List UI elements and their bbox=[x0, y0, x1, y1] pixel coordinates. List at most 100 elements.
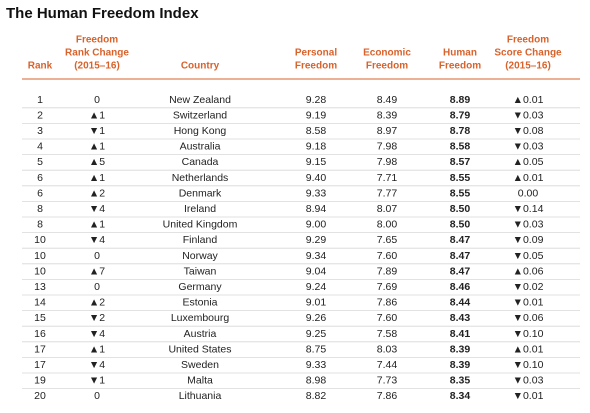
table-cell: ▼0.06 bbox=[513, 312, 544, 324]
table-cell: ▼0.09 bbox=[513, 234, 544, 246]
title: The Human Freedom Index bbox=[6, 5, 199, 22]
table-cell: 0.00 bbox=[518, 187, 539, 199]
table-cell: ▲2 bbox=[89, 187, 105, 199]
table-cell: ▲1 bbox=[89, 343, 105, 355]
table-cell: Luxembourg bbox=[171, 312, 230, 324]
table-cell: ▼0.02 bbox=[513, 281, 544, 293]
table-cell: 9.15 bbox=[306, 156, 327, 168]
table-cell: 6 bbox=[37, 172, 43, 184]
table-cell: 8 bbox=[37, 203, 43, 215]
table-cell: ▼0.03 bbox=[513, 141, 544, 153]
table-cell: 8.43 bbox=[450, 312, 471, 324]
table-cell: 7.73 bbox=[377, 375, 398, 387]
table-cell: ▲1 bbox=[89, 172, 105, 184]
table-cell: 8.34 bbox=[450, 390, 471, 402]
table-cell: 8.07 bbox=[377, 203, 398, 215]
table-cell: ▼0.14 bbox=[513, 203, 544, 215]
table-cell: 10 bbox=[34, 234, 46, 246]
table-cell: ▲7 bbox=[89, 265, 105, 277]
table-cell: 8.41 bbox=[450, 328, 471, 340]
column-header: Rank Change bbox=[65, 48, 129, 59]
table-cell: Netherlands bbox=[172, 172, 229, 184]
table-cell: ▲1 bbox=[89, 219, 105, 231]
table-cell: 9.34 bbox=[306, 250, 327, 262]
table-cell: 7.60 bbox=[377, 250, 398, 262]
table-cell: 0 bbox=[94, 390, 100, 402]
table-cell: ▲1 bbox=[89, 109, 105, 121]
table-cell: 1 bbox=[37, 94, 43, 106]
table-cell: 8.58 bbox=[450, 141, 471, 153]
table-cell: Sweden bbox=[181, 359, 219, 371]
table-cell: 9.33 bbox=[306, 359, 327, 371]
table-cell: 7.77 bbox=[377, 187, 398, 199]
table-cell: 4 bbox=[37, 141, 43, 153]
table-cell: 6 bbox=[37, 187, 43, 199]
table-cell: 8.39 bbox=[377, 109, 398, 121]
column-header: Freedom bbox=[507, 35, 549, 46]
table-cell: ▲0.05 bbox=[513, 156, 544, 168]
table-cell: 8.82 bbox=[306, 390, 327, 402]
table-cell: 7.58 bbox=[377, 328, 398, 340]
table-cell: 7.89 bbox=[377, 265, 398, 277]
table-cell: Taiwan bbox=[184, 265, 217, 277]
table-cell: Finland bbox=[183, 234, 218, 246]
table-cell: 9.28 bbox=[306, 94, 327, 106]
table-cell: 7.86 bbox=[377, 390, 398, 402]
table-cell: 7.98 bbox=[377, 156, 398, 168]
table-cell: ▼0.10 bbox=[513, 359, 544, 371]
table-cell: 7.86 bbox=[377, 297, 398, 309]
table-cell: 7.69 bbox=[377, 281, 398, 293]
table-cell: Malta bbox=[187, 375, 213, 387]
table-cell: 8.35 bbox=[450, 375, 471, 387]
table-cell: Hong Kong bbox=[174, 125, 227, 137]
table-cell: ▼4 bbox=[89, 328, 105, 340]
column-header: Freedom bbox=[366, 61, 408, 72]
table-cell: 8.39 bbox=[450, 359, 471, 371]
table-cell: 8.50 bbox=[450, 203, 471, 215]
table-cell: 8.47 bbox=[450, 250, 471, 262]
table-cell: ▼4 bbox=[89, 234, 105, 246]
table-cell: ▲1 bbox=[89, 141, 105, 153]
table-cell: 9.19 bbox=[306, 109, 327, 121]
table-cell: 8.79 bbox=[450, 109, 471, 121]
table-cell: Denmark bbox=[179, 187, 222, 199]
table-cell: 9.29 bbox=[306, 234, 327, 246]
table-cell: 9.40 bbox=[306, 172, 327, 184]
column-header: Freedom bbox=[76, 35, 118, 46]
table-cell: ▼0.03 bbox=[513, 109, 544, 121]
table-cell: 13 bbox=[34, 281, 46, 293]
table-cell: ▼1 bbox=[89, 375, 105, 387]
table-cell: 8.98 bbox=[306, 375, 327, 387]
table-cell: 9.00 bbox=[306, 219, 327, 231]
table-cell: ▼0.01 bbox=[513, 390, 544, 402]
column-header: (2015–16) bbox=[505, 61, 551, 72]
table-cell: 8 bbox=[37, 219, 43, 231]
table-cell: Canada bbox=[182, 156, 219, 168]
table-cell: 16 bbox=[34, 328, 46, 340]
table-cell: 8.55 bbox=[450, 172, 471, 184]
column-header: Freedom bbox=[439, 61, 481, 72]
table-cell: 9.24 bbox=[306, 281, 327, 293]
table-cell: 17 bbox=[34, 343, 46, 355]
table-cell: 8.78 bbox=[450, 125, 471, 137]
table-cell: 8.50 bbox=[450, 219, 471, 231]
table-cell: 19 bbox=[34, 375, 46, 387]
table-cell: 8.89 bbox=[450, 94, 471, 106]
table-cell: New Zealand bbox=[169, 94, 231, 106]
table-cell: Switzerland bbox=[173, 109, 227, 121]
table-cell: 9.18 bbox=[306, 141, 327, 153]
table-cell: 8.57 bbox=[450, 156, 471, 168]
table-cell: 8.44 bbox=[450, 297, 471, 309]
table-cell: 17 bbox=[34, 359, 46, 371]
table-cell: 8.47 bbox=[450, 265, 471, 277]
column-header: Economic bbox=[363, 48, 411, 59]
table-cell: Norway bbox=[182, 250, 218, 262]
table-cell: 9.33 bbox=[306, 187, 327, 199]
table-cell: Lithuania bbox=[179, 390, 222, 402]
table-cell: ▲0.01 bbox=[513, 172, 544, 184]
table-cell: ▲0.01 bbox=[513, 343, 544, 355]
table-cell: United States bbox=[168, 343, 231, 355]
table-cell: 8.58 bbox=[306, 125, 327, 137]
table-cell: 8.47 bbox=[450, 234, 471, 246]
